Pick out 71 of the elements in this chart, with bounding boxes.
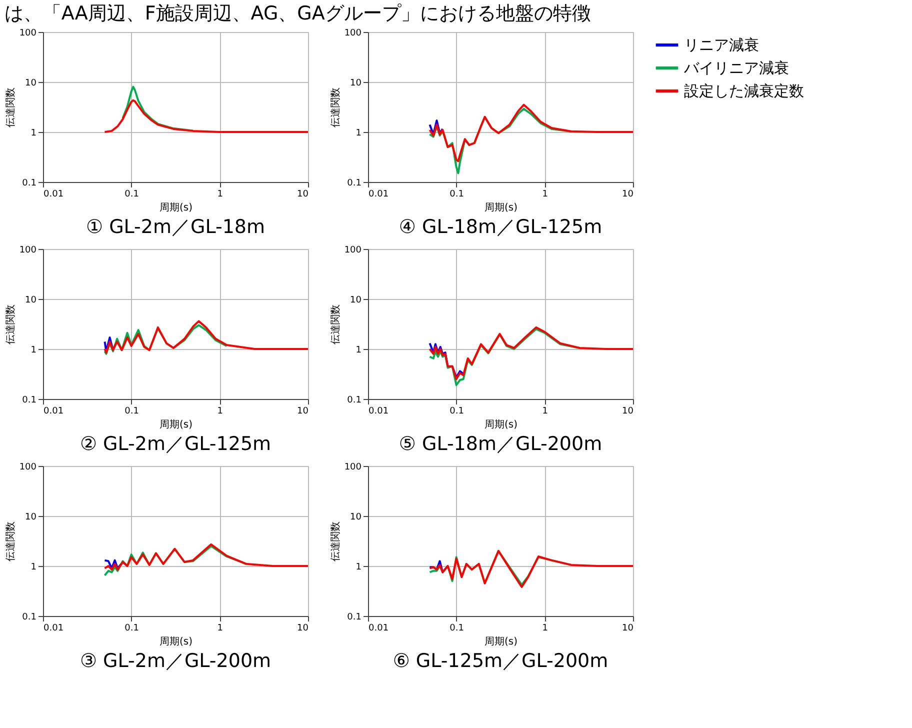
y-tick-label: 100 (19, 462, 37, 472)
y-tick-label: 100 (344, 462, 362, 472)
y-tick-label: 10 (25, 296, 37, 306)
legend-label: リニア減衰 (684, 36, 759, 54)
x-tick-label: 10 (297, 624, 309, 634)
y-tick-label: 1 (30, 128, 36, 138)
x-tick-label: 0.1 (450, 624, 464, 634)
y-tick-label: 100 (19, 28, 37, 38)
y-tick-label: 10 (350, 78, 362, 88)
x-tick-label: 10 (622, 406, 634, 416)
x-tick-label: 0.01 (368, 624, 389, 634)
x-axis-title: 周期(s) (484, 418, 518, 430)
x-tick-label: 0.1 (124, 406, 139, 416)
x-tick-label: 1 (217, 624, 224, 634)
y-axis-title: 伝達関数 (329, 522, 342, 562)
y-tick-label: 0.1 (347, 612, 362, 622)
legend-label: バイリニア減衰 (683, 59, 789, 77)
legend-label: 設定した減衰定数 (684, 82, 804, 100)
y-tick-label: 1 (30, 562, 36, 572)
text: は、「AA周辺、F施設周辺、AG、GAグループ」における地盤の特徴 (4, 2, 591, 24)
x-tick-label: 0.1 (124, 624, 139, 634)
y-tick-label: 0.1 (347, 178, 362, 188)
x-tick-label: 0.01 (368, 406, 389, 416)
y-axis-title: 伝達関数 (4, 88, 16, 128)
text: ③ GL-2m／GL-200m (80, 650, 272, 672)
y-tick-label: 0.1 (22, 396, 36, 406)
x-tick-label: 10 (622, 624, 634, 634)
x-tick-label: 0.01 (44, 406, 64, 416)
y-axis-title: 伝達関数 (4, 522, 16, 562)
y-tick-label: 10 (25, 78, 37, 88)
x-axis-title: 周期(s) (159, 418, 193, 430)
x-tick-label: 1 (542, 190, 548, 200)
y-tick-label: 100 (19, 246, 37, 256)
x-tick-label: 10 (297, 190, 309, 200)
y-tick-label: 1 (356, 562, 362, 572)
x-axis-title: 周期(s) (159, 636, 193, 648)
x-axis-title: 周期(s) (484, 636, 518, 648)
text: ⑥ GL-125m／GL-200m (392, 650, 608, 672)
y-tick-label: 1 (30, 346, 36, 356)
x-axis-title: 周期(s) (159, 202, 193, 214)
y-tick-label: 100 (344, 246, 362, 256)
x-tick-label: 1 (217, 190, 224, 200)
x-tick-label: 1 (542, 406, 548, 416)
x-tick-label: 0.1 (450, 190, 464, 200)
y-axis-title: 伝達関数 (4, 304, 16, 344)
x-tick-label: 10 (622, 190, 634, 200)
y-tick-label: 10 (350, 512, 362, 522)
x-tick-label: 1 (217, 406, 224, 416)
y-tick-label: 1 (356, 128, 362, 138)
x-tick-label: 0.01 (44, 190, 64, 200)
y-tick-label: 0.1 (22, 612, 36, 622)
text: ⑤ GL-18m／GL-200m (398, 433, 602, 455)
x-tick-label: 0.1 (124, 190, 139, 200)
text: ② GL-2m／GL-125m (80, 433, 272, 455)
y-tick-label: 1 (356, 346, 362, 356)
x-tick-label: 0.01 (44, 624, 64, 634)
text: ④ GL-18m／GL-125m (398, 216, 602, 238)
line-series (428, 119, 444, 136)
x-tick-label: 0.1 (450, 406, 464, 416)
text: ① GL-2m／GL-18m (86, 216, 266, 238)
y-tick-label: 0.1 (347, 396, 362, 406)
y-tick-label: 0.1 (22, 178, 36, 188)
y-tick-label: 100 (344, 28, 362, 38)
x-tick-label: 1 (542, 624, 548, 634)
x-axis-title: 周期(s) (484, 202, 518, 214)
y-tick-label: 10 (350, 296, 362, 306)
y-axis-title: 伝達関数 (329, 88, 342, 128)
y-axis-title: 伝達関数 (329, 304, 342, 344)
y-tick-label: 10 (25, 512, 37, 522)
x-tick-label: 10 (297, 406, 309, 416)
x-tick-label: 0.01 (368, 190, 389, 200)
